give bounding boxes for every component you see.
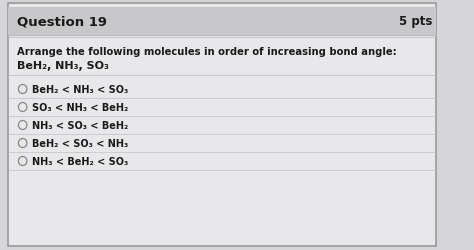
Text: NH₃ < SO₃ < BeH₂: NH₃ < SO₃ < BeH₂ (32, 120, 128, 130)
Text: BeH₂ < SO₃ < NH₃: BeH₂ < SO₃ < NH₃ (32, 138, 128, 148)
Text: 5 pts: 5 pts (399, 16, 433, 28)
Text: NH₃ < BeH₂ < SO₃: NH₃ < BeH₂ < SO₃ (32, 156, 128, 166)
Text: BeH₂ < NH₃ < SO₃: BeH₂ < NH₃ < SO₃ (32, 85, 128, 94)
Text: Arrange the following molecules in order of increasing bond angle:: Arrange the following molecules in order… (17, 47, 397, 57)
FancyBboxPatch shape (8, 4, 437, 246)
Text: SO₃ < NH₃ < BeH₂: SO₃ < NH₃ < BeH₂ (32, 102, 128, 113)
Text: Question 19: Question 19 (17, 16, 107, 28)
FancyBboxPatch shape (8, 8, 437, 36)
Text: BeH₂, NH₃, SO₃: BeH₂, NH₃, SO₃ (17, 61, 109, 71)
